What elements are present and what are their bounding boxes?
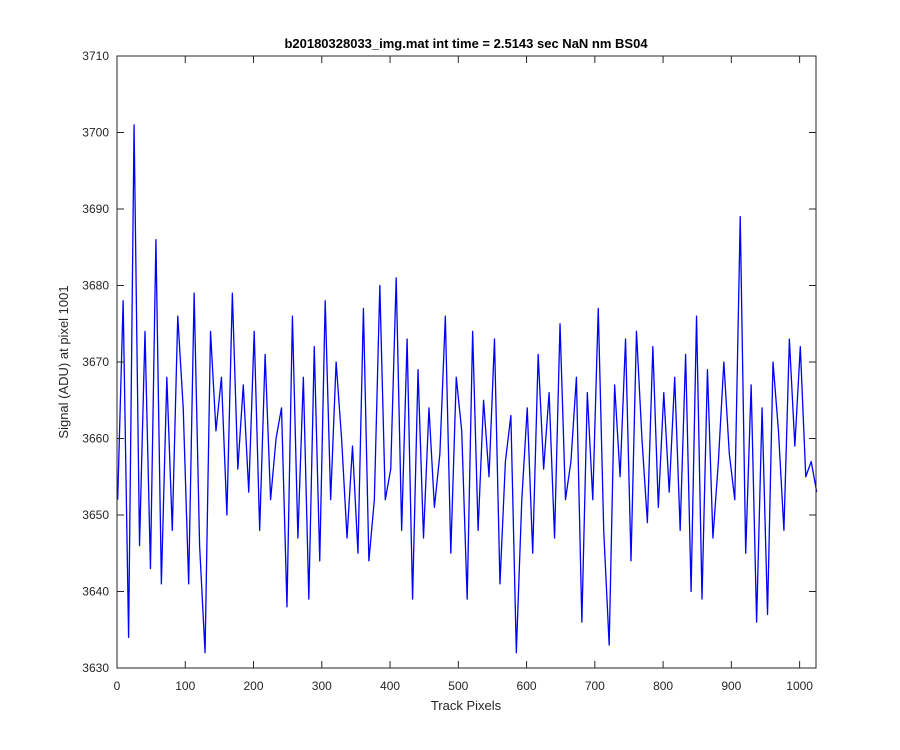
x-tick-label: 900 bbox=[721, 679, 741, 693]
x-tick-label: 400 bbox=[380, 679, 400, 693]
y-tick-label: 3670 bbox=[82, 355, 109, 369]
y-tick-label: 3660 bbox=[82, 432, 109, 446]
y-tick-label: 3710 bbox=[82, 49, 109, 63]
x-axis-ticks: 0 100 200 300 400 500 600 700 800 900 1000 bbox=[114, 56, 813, 693]
y-tick-label: 3680 bbox=[82, 279, 109, 293]
series-group bbox=[117, 124, 818, 654]
y-tick-label: 3650 bbox=[82, 508, 109, 522]
y-axis-label: Signal (ADU) at pixel 1001 bbox=[56, 285, 71, 438]
plot-frame bbox=[116, 55, 817, 669]
x-tick-label: 0 bbox=[114, 679, 121, 693]
x-tick-label: 800 bbox=[653, 679, 673, 693]
x-tick-label: 700 bbox=[585, 679, 605, 693]
y-axis-ticks: 3630 3640 3650 3660 3670 3680 3690 3700 3710 bbox=[82, 49, 816, 675]
y-tick-label: 3690 bbox=[82, 202, 109, 216]
x-axis-label: Track Pixels bbox=[431, 698, 502, 713]
x-tick-label: 600 bbox=[517, 679, 537, 693]
y-tick-label: 3640 bbox=[82, 585, 109, 599]
chart-title: b20180328033_img.mat int time = 2.5143 s… bbox=[284, 36, 648, 51]
series-line-1 bbox=[117, 124, 818, 654]
x-tick-label: 100 bbox=[175, 679, 195, 693]
y-tick-label: 3700 bbox=[82, 126, 109, 140]
x-tick-label: 500 bbox=[448, 679, 468, 693]
x-tick-label: 300 bbox=[312, 679, 332, 693]
x-tick-label: 200 bbox=[244, 679, 264, 693]
y-tick-label: 3630 bbox=[82, 661, 109, 675]
x-tick-label: 1000 bbox=[786, 679, 813, 693]
